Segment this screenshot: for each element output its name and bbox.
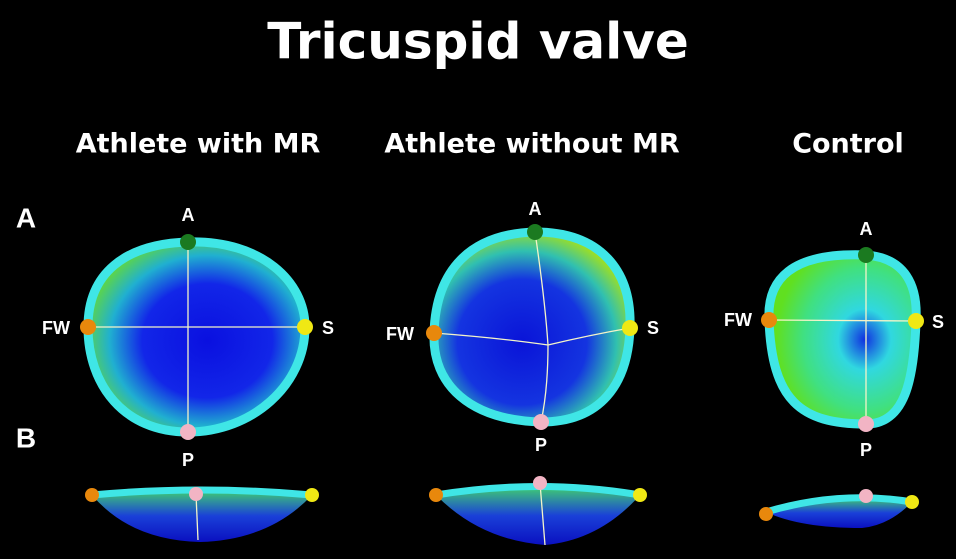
marker <box>180 234 196 250</box>
valve-top-view <box>88 242 305 432</box>
marker <box>429 488 443 502</box>
marker <box>80 319 96 335</box>
column-heading: Athlete without MR <box>384 129 679 160</box>
marker <box>189 487 203 501</box>
landmark-label: S <box>932 312 944 332</box>
landmark-label: FW <box>724 310 752 330</box>
landmark-label: A <box>182 205 195 225</box>
landmark-label: A <box>860 219 873 239</box>
figure: Tricuspid valve Athlete with MR Athlete … <box>0 0 956 559</box>
marker <box>297 319 313 335</box>
marker <box>533 414 549 430</box>
landmark-label: P <box>860 440 872 460</box>
landmark-label: FW <box>386 324 414 344</box>
marker <box>858 247 874 263</box>
landmark-label: S <box>647 318 659 338</box>
marker <box>85 488 99 502</box>
page: Tricuspid valve Athlete with MR Athlete … <box>0 0 956 559</box>
marker <box>859 489 873 503</box>
figure-title: Tricuspid valve <box>267 13 689 71</box>
marker <box>761 312 777 328</box>
panel-label: B <box>16 422 36 453</box>
landmark-label: P <box>535 435 547 455</box>
marker <box>533 476 547 490</box>
marker <box>426 325 442 341</box>
marker <box>905 495 919 509</box>
marker <box>858 416 874 432</box>
landmark-label: P <box>182 450 194 470</box>
marker <box>180 424 196 440</box>
landmark-label: A <box>529 199 542 219</box>
marker <box>908 313 924 329</box>
column-heading: Athlete with MR <box>76 129 321 160</box>
landmark-label: S <box>322 318 334 338</box>
column-heading: Control <box>792 129 904 160</box>
marker <box>759 507 773 521</box>
marker <box>622 320 638 336</box>
valve-top-view <box>434 232 630 422</box>
marker <box>633 488 647 502</box>
panel-label: A <box>16 202 36 233</box>
valve-top-view <box>769 255 916 424</box>
marker <box>305 488 319 502</box>
marker <box>527 224 543 240</box>
landmark-label: FW <box>42 318 70 338</box>
